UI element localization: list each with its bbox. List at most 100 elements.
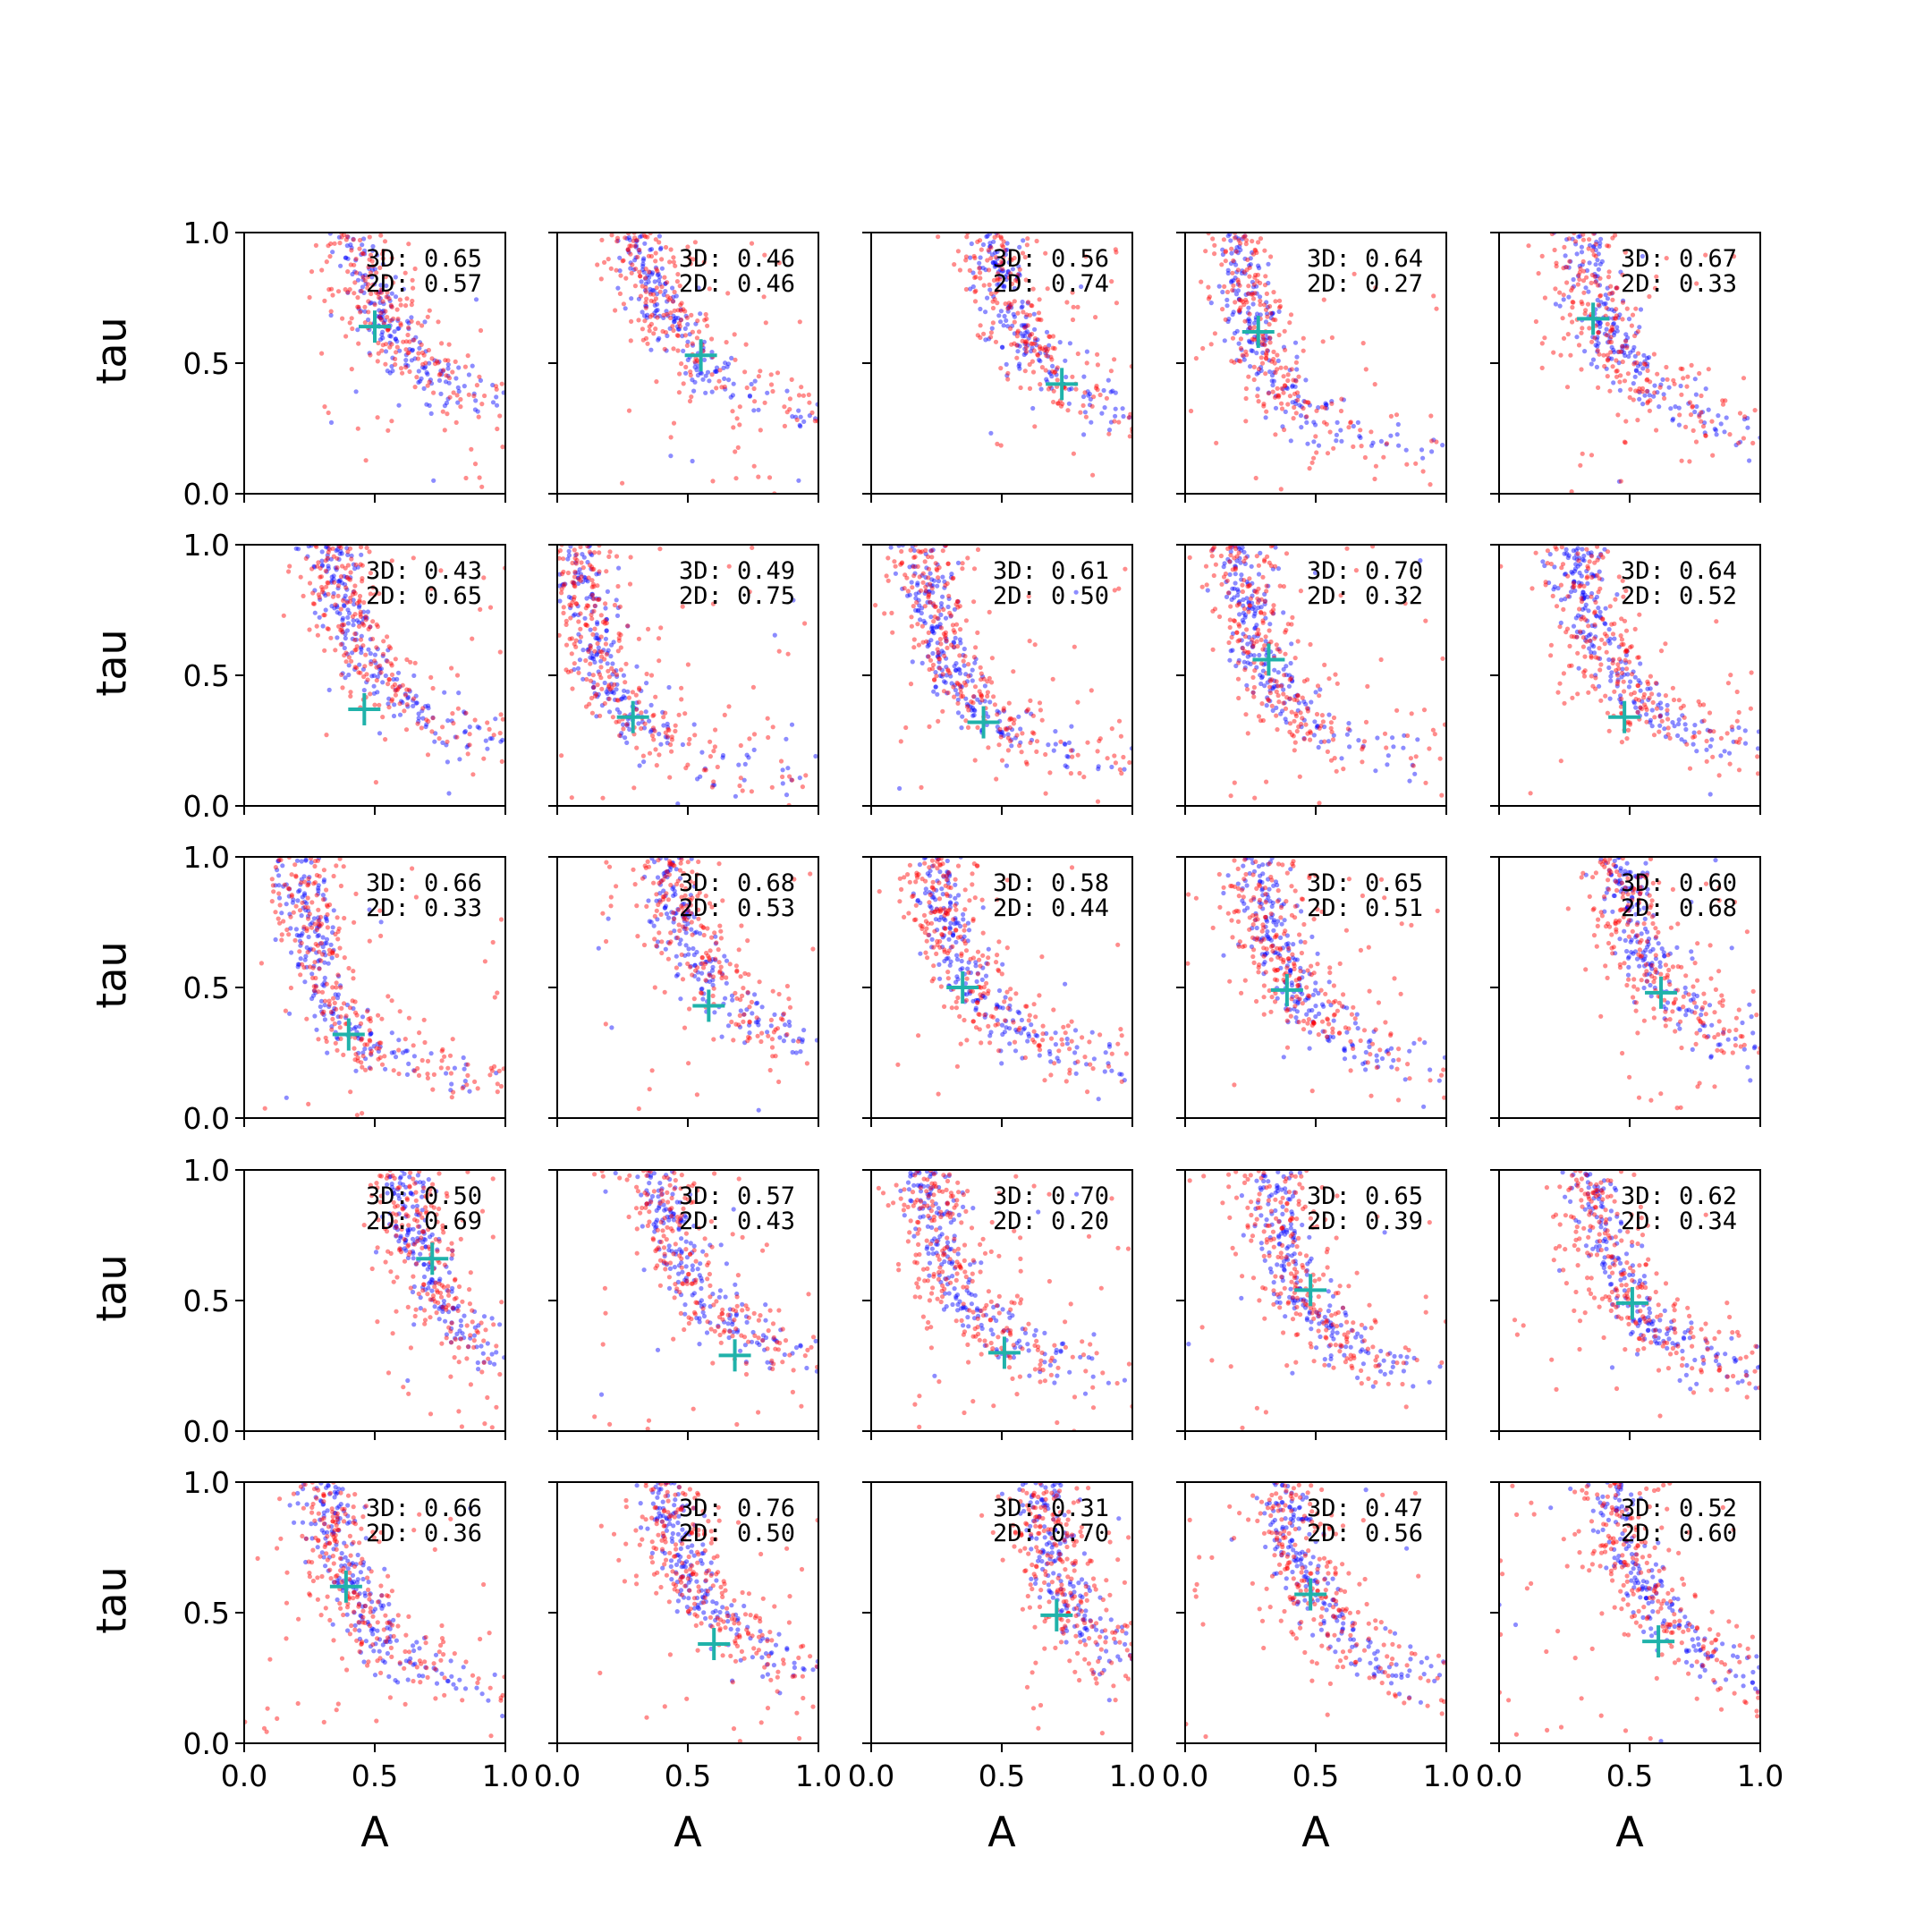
point	[1017, 366, 1022, 371]
point	[1626, 317, 1632, 322]
point	[1439, 792, 1445, 798]
point	[351, 969, 356, 974]
point	[322, 979, 327, 985]
point	[370, 282, 376, 288]
point	[1692, 733, 1698, 740]
point	[380, 335, 386, 341]
point	[1227, 624, 1233, 631]
point	[1610, 326, 1615, 332]
point	[939, 667, 945, 673]
point	[1249, 564, 1254, 569]
point	[997, 729, 1003, 735]
point	[1275, 647, 1280, 652]
point	[606, 554, 612, 560]
point	[1591, 252, 1597, 258]
point	[315, 943, 320, 948]
point	[1566, 663, 1572, 669]
point	[1287, 729, 1292, 735]
point	[735, 445, 741, 450]
point	[1617, 657, 1623, 662]
point	[1193, 356, 1199, 361]
point	[1050, 345, 1055, 351]
point	[915, 622, 920, 627]
point	[802, 621, 808, 626]
point	[954, 691, 960, 697]
point	[360, 579, 365, 584]
point	[1118, 733, 1123, 739]
point	[559, 753, 564, 758]
point	[631, 267, 637, 272]
point	[952, 645, 957, 650]
point	[473, 398, 479, 403]
point	[606, 684, 612, 690]
point	[1262, 342, 1267, 347]
point	[1589, 361, 1594, 367]
point	[1405, 733, 1411, 739]
point	[1292, 391, 1298, 396]
point	[985, 233, 990, 239]
point	[704, 316, 709, 322]
point	[1572, 579, 1577, 584]
point	[1572, 588, 1578, 594]
point	[1259, 342, 1265, 348]
point	[692, 360, 699, 366]
point	[392, 1049, 397, 1055]
point	[693, 356, 699, 361]
point	[1533, 318, 1538, 325]
point	[405, 332, 411, 338]
point	[1267, 560, 1272, 565]
point	[682, 326, 688, 331]
point	[377, 295, 382, 301]
point	[281, 919, 286, 924]
point	[1037, 317, 1042, 322]
point	[1318, 723, 1324, 728]
point	[374, 645, 379, 650]
point	[346, 655, 352, 660]
point	[962, 654, 968, 659]
point	[1632, 674, 1638, 680]
point	[1329, 401, 1335, 406]
point	[1663, 693, 1668, 699]
point	[657, 658, 662, 664]
point	[1232, 235, 1238, 241]
point	[324, 733, 329, 738]
point	[595, 597, 601, 602]
point	[411, 673, 417, 679]
point	[1250, 348, 1255, 353]
point	[1550, 593, 1555, 599]
point	[1612, 621, 1617, 627]
point	[1269, 359, 1275, 364]
point	[358, 309, 363, 315]
point	[377, 290, 383, 295]
point	[1015, 349, 1021, 354]
point	[640, 258, 646, 263]
point	[886, 555, 891, 561]
point	[1238, 345, 1243, 352]
point	[595, 620, 600, 625]
point	[557, 632, 562, 638]
point	[1214, 440, 1219, 445]
point	[604, 689, 609, 695]
point	[380, 343, 386, 348]
point	[377, 313, 383, 319]
point	[702, 766, 708, 771]
point	[309, 996, 315, 1002]
point	[1589, 590, 1595, 597]
point	[636, 296, 642, 301]
point	[1233, 547, 1239, 552]
point	[1256, 240, 1261, 245]
point	[956, 666, 962, 672]
point	[1275, 352, 1280, 358]
point	[899, 548, 904, 555]
point	[1429, 438, 1435, 444]
point	[312, 987, 318, 993]
point	[596, 645, 601, 650]
point	[708, 739, 713, 744]
point	[1295, 397, 1301, 402]
point	[557, 547, 564, 554]
point	[941, 650, 946, 656]
point	[709, 350, 715, 355]
point	[680, 604, 685, 609]
point	[990, 259, 996, 266]
point	[1341, 397, 1346, 402]
